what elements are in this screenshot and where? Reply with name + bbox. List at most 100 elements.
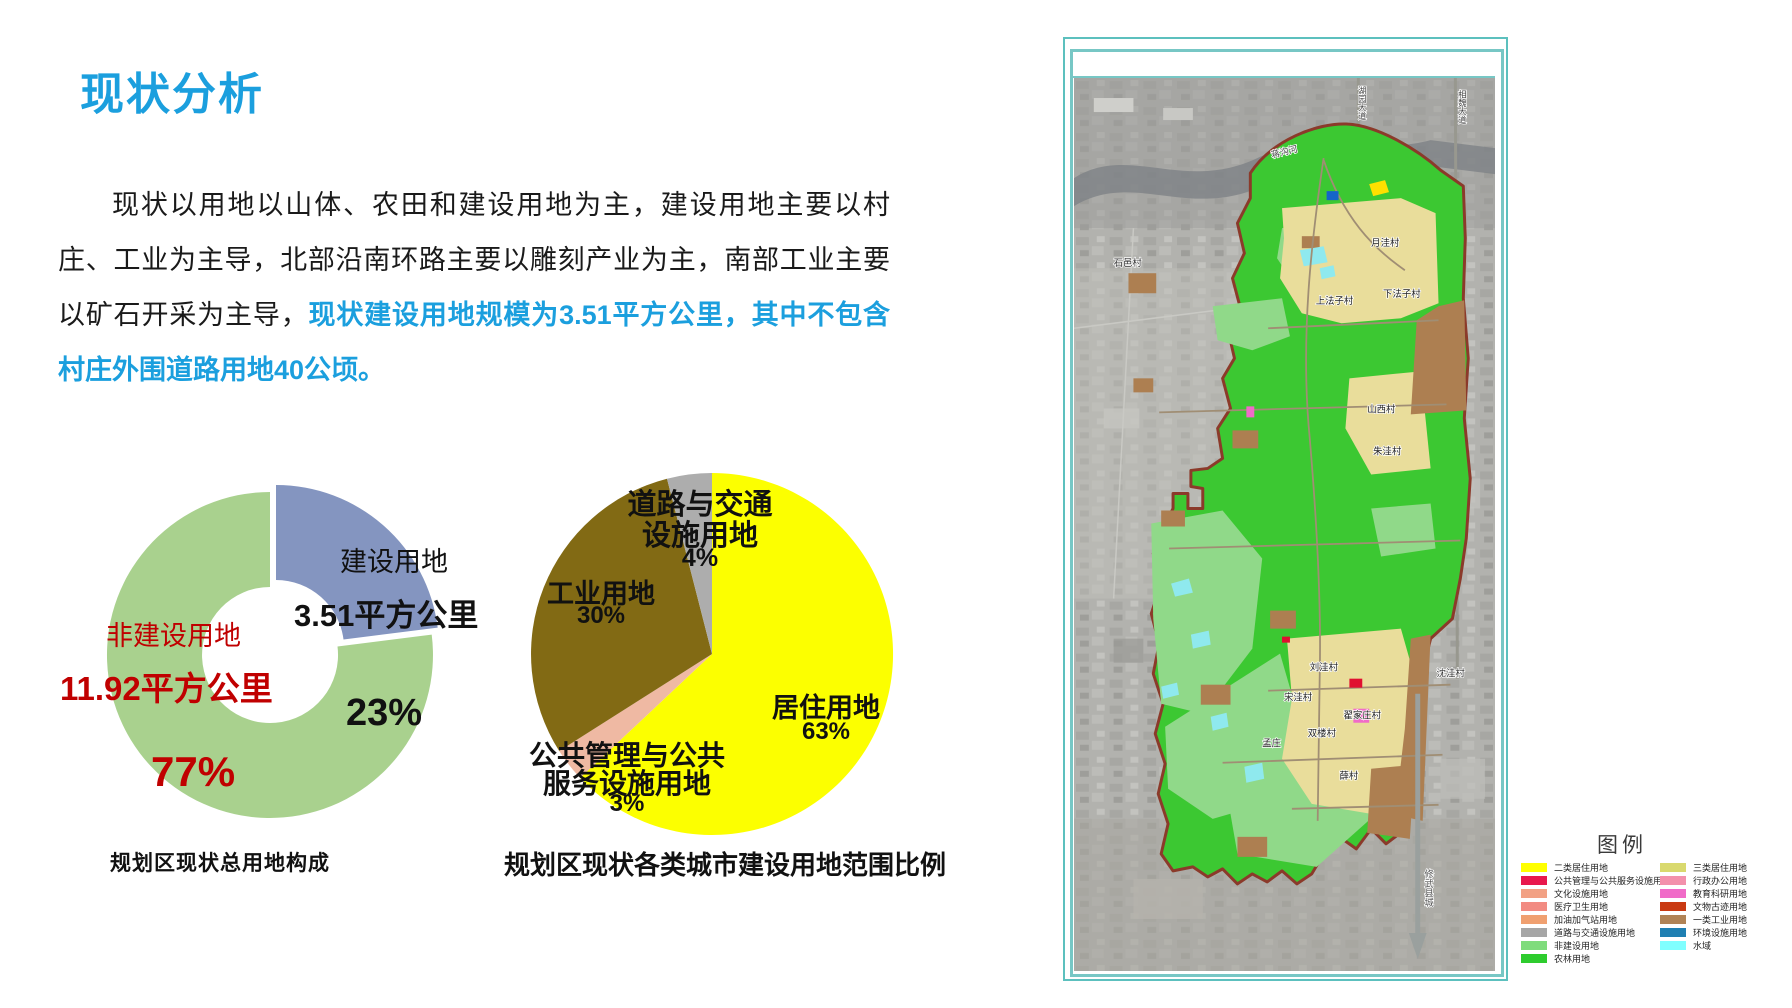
map-top-strip [1073,52,1495,78]
pie-label-road-line2: 设施用地 [641,520,758,552]
pie-label-industrial: 工业用地 [547,579,655,609]
legend-label: 三类居住用地 [1693,862,1748,873]
legend-swatch [1521,954,1547,963]
pie-percent-road: 4% [681,544,719,572]
pie-chart-caption: 规划区现状各类城市建设用地范围比例 [504,850,947,880]
legend-item: 农林用地 [1521,953,1671,964]
outside-village-label: 沈洼村 [1437,668,1466,680]
pie-percent-public: 3% [609,790,645,817]
pie-label-road-line1: 道路与交通 [627,489,773,521]
pie-percent-residential: 63% [801,718,851,745]
donut-label-nonconstruction: 非建设用地 [106,621,241,651]
landuse-map: 月洼村 上法子村 下法子村 山西村 朱洼村 刘洼村 宋洼村 翟家庄村 双楼村 孟… [1074,78,1495,971]
legend-label: 医疗卫生用地 [1554,901,1609,912]
legend-label: 文物古迹用地 [1693,901,1748,912]
legend-item: 文物古迹用地 [1660,901,1748,912]
legend-label: 水域 [1693,940,1712,951]
pie-slice-public [559,654,712,778]
legend-label: 环境设施用地 [1693,927,1748,938]
legend-swatch [1660,889,1686,898]
village-label: 下法子村 [1383,288,1421,300]
donut-slice-nonconstruction [106,492,433,818]
outside-village-label: 石邑村 [1114,257,1143,269]
pie-label-public-line2: 服务设施用地 [542,768,711,799]
village-label: 孟庄 [1262,738,1281,750]
village-label: 朱洼村 [1373,445,1402,457]
legend-label: 二类居住用地 [1554,862,1609,873]
legend-item: 医疗卫生用地 [1521,901,1671,912]
legend-swatch [1660,928,1686,937]
village-areas [1280,198,1439,814]
legend-item: 公共管理与公共服务设施用地 [1521,875,1672,886]
legend-label: 行政办公用地 [1693,875,1748,886]
legend-swatch [1660,915,1686,924]
legend-right-column: 三类居住用地 行政办公用地 教育科研用地 文物古迹用地 一类工业用地 环境设施用… [1660,862,1748,951]
legend-item: 水域 [1660,940,1747,951]
legend-swatch [1521,863,1547,872]
pie-percent-industrial: 30% [576,602,626,629]
map-labels: 月洼村 上法子村 下法子村 山西村 朱洼村 刘洼村 宋洼村 翟家庄村 双楼村 孟… [1113,85,1468,908]
legend-label: 一类工业用地 [1693,914,1748,925]
parcel-red-1 [1349,678,1363,688]
intro-text-normal: 现状以用地以山体、农田和建设用地为主，建设用地主要以村庄、工业为主导，北部沿南环… [58,190,890,330]
village-label: 上法子村 [1316,295,1354,307]
village-label: 宋洼村 [1284,692,1313,704]
legend-left-column: 二类居住用地 公共管理与公共服务设施用地 文化设施用地 医疗卫生用地 加油加气站… [1521,862,1672,964]
village-label: 双楼村 [1308,728,1337,740]
donut-value-nonconstruction: 11.92平方公里 [60,670,273,707]
map-outer-frame [1063,37,1508,981]
legend-item: 教育科研用地 [1660,888,1748,899]
legend-swatch [1521,902,1547,911]
intro-text-highlight: 现状建设用地规模为3.51平方公里，其中不包含村庄外围道路用地40公顷。 [58,300,890,385]
legend-label: 非建设用地 [1554,940,1600,951]
legend-title: 图例 [1597,834,1647,857]
pie-label-public-line1: 公共管理与公共 [528,740,725,771]
industry-areas [1128,236,1467,857]
parcel-yellow [1369,180,1390,197]
pie-slice-road [667,473,712,654]
donut-percent-nonconstruction: 77% [151,748,236,795]
donut-percent-construction: 23% [346,692,423,734]
village-label: 刘洼村 [1310,662,1339,674]
legend-label: 教育科研用地 [1693,888,1748,899]
village-label: 山西村 [1367,403,1396,415]
legend-item: 二类居住用地 [1521,862,1671,873]
water-patches [1161,246,1336,783]
parcel-blue [1326,191,1339,201]
village-label: 薛村 [1339,770,1358,782]
legend-label: 加油加气站用地 [1554,914,1618,925]
donut-value-construction: 3.51平方公里 [294,598,479,633]
legend-item: 加油加气站用地 [1521,914,1671,925]
intro-paragraph: 现状以用地以山体、农田和建设用地为主，建设用地主要以村庄、工业为主导，北部沿南环… [58,178,890,398]
parcel-pink-1 [1353,708,1370,723]
legend-item: 环境设施用地 [1660,927,1748,938]
legend-label: 农林用地 [1554,953,1591,964]
pie-chart [531,473,894,835]
village-label: 翟家庄村 [1343,710,1381,722]
legend-swatch [1660,863,1686,872]
pie-slice-residential [580,473,894,835]
legend-item: 文化设施用地 [1521,889,1671,899]
legend-swatch [1521,889,1547,898]
legend-swatch [1660,876,1686,885]
road-label: 相魏大道 [1457,89,1467,125]
legend-label: 道路与交通设施用地 [1554,927,1636,938]
parcel-pink-2 [1246,406,1255,418]
legend-item: 三类居住用地 [1660,862,1748,873]
legend-swatch [1660,902,1686,911]
legend-swatch [1521,915,1547,924]
pie-slice-industrial [531,478,712,751]
parcel-red-2 [1282,636,1290,643]
legend-swatch [1521,876,1547,885]
plan-roads [1159,157,1461,821]
page-title: 现状分析 [80,70,264,119]
legend-label: 公共管理与公共服务设施用地 [1554,875,1672,886]
donut-slice-construction [276,485,438,640]
legend-swatch [1660,941,1686,950]
road-label: 湖园大道 [1357,86,1367,121]
legend-item: 一类工业用地 [1660,914,1748,925]
direction-arrow-icon [1408,693,1427,959]
direction-label: 修武县城 [1422,868,1434,908]
donut-chart [106,485,438,818]
